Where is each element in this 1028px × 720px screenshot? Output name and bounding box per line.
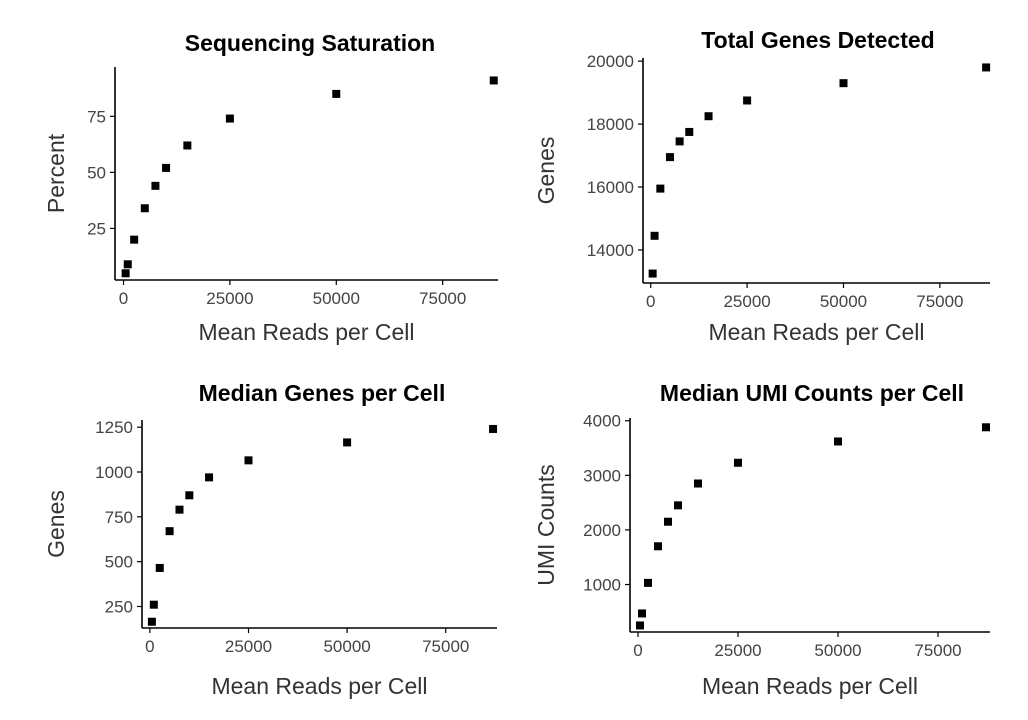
data-point (244, 456, 253, 465)
data-point (674, 501, 682, 510)
chart-title: Median Genes per Cell (199, 380, 446, 406)
x-tick-label: 0 (119, 289, 128, 308)
data-point (147, 617, 156, 626)
data-point (664, 517, 672, 526)
data-point (665, 153, 674, 162)
y-tick-label: 18000 (587, 115, 634, 134)
y-tick-label: 20000 (587, 52, 634, 71)
data-point (644, 578, 652, 587)
data-point (685, 127, 694, 136)
x-tick-label: 25000 (206, 289, 253, 308)
data-point (648, 269, 657, 278)
y-tick-label: 75 (87, 107, 106, 126)
y-tick-label: 4000 (583, 412, 621, 431)
x-tick-label: 75000 (916, 292, 963, 311)
data-point (343, 438, 352, 447)
x-tick-label: 50000 (820, 292, 867, 311)
x-tick-label: 50000 (814, 641, 861, 660)
data-point (694, 479, 702, 488)
data-point (656, 184, 665, 193)
y-tick-label: 750 (105, 508, 133, 527)
x-tick-label: 75000 (419, 289, 466, 308)
data-point (121, 269, 130, 278)
y-tick-label: 14000 (587, 241, 634, 260)
data-point (149, 600, 158, 609)
x-tick-label: 50000 (313, 289, 360, 308)
data-point (982, 63, 991, 72)
y-tick-label: 2000 (583, 521, 621, 540)
data-point (332, 89, 341, 98)
x-tick-label: 75000 (422, 637, 469, 656)
data-point (155, 563, 164, 572)
data-point (162, 163, 171, 172)
data-point (489, 424, 498, 433)
data-point (654, 542, 662, 551)
chart-title: Median UMI Counts per Cell (660, 380, 964, 406)
x-tick-label: 50000 (323, 637, 370, 656)
x-axis-label: Mean Reads per Cell (198, 319, 414, 345)
data-point (650, 231, 659, 240)
data-point (638, 609, 646, 618)
x-axis-label: Mean Reads per Cell (211, 673, 427, 699)
y-axis-label: Percent (43, 133, 69, 213)
data-point (743, 96, 752, 105)
data-point (839, 79, 848, 88)
chart-panel-2: Total Genes Detected 0 25000 50000 75000 1400… (533, 27, 991, 345)
y-tick-label: 50 (87, 163, 106, 182)
chart-panel-3: Median Genes per Cell 0 25000 50000 75000 250… (43, 380, 498, 699)
y-tick-label: 3000 (583, 466, 621, 485)
chart-panel-4: Median UMI Counts per Cell 0 25000 50000 750… (533, 380, 990, 699)
y-tick-label: 25 (87, 219, 106, 238)
x-tick-label: 0 (145, 637, 154, 656)
data-point (140, 204, 149, 213)
chart-title: Sequencing Saturation (185, 30, 435, 56)
y-tick-label: 500 (105, 553, 133, 572)
data-point (489, 76, 498, 85)
y-tick-label: 250 (105, 597, 133, 616)
chart-panel-1: Sequencing Saturation 0 25000 50000 75000 25 5… (43, 30, 498, 345)
data-point (183, 141, 192, 150)
y-tick-label: 16000 (587, 178, 634, 197)
data-point (151, 181, 160, 190)
data-point (165, 527, 174, 536)
data-point (175, 505, 184, 514)
data-point (185, 491, 194, 500)
x-tick-label: 25000 (723, 292, 770, 311)
y-tick-label: 1000 (583, 576, 621, 595)
y-tick-label: 1000 (95, 463, 133, 482)
x-tick-label: 25000 (714, 641, 761, 660)
x-tick-label: 0 (633, 641, 642, 660)
chart-title: Total Genes Detected (701, 27, 934, 53)
y-axis-label: Genes (43, 490, 69, 558)
data-point (205, 473, 214, 482)
data-point (675, 137, 684, 146)
x-tick-label: 0 (646, 292, 655, 311)
y-axis-label: UMI Counts (533, 464, 559, 585)
data-point (704, 112, 713, 121)
data-point (982, 423, 990, 432)
x-tick-label: 75000 (914, 641, 961, 660)
data-point (123, 260, 132, 269)
data-point (834, 437, 842, 446)
x-tick-label: 25000 (225, 637, 272, 656)
data-point (636, 621, 644, 630)
x-axis-label: Mean Reads per Cell (702, 673, 918, 699)
data-point (130, 235, 139, 244)
y-tick-label: 1250 (95, 418, 133, 437)
x-axis-label: Mean Reads per Cell (708, 319, 924, 345)
data-point (734, 458, 742, 467)
data-point (225, 114, 234, 123)
y-axis-label: Genes (533, 137, 559, 205)
